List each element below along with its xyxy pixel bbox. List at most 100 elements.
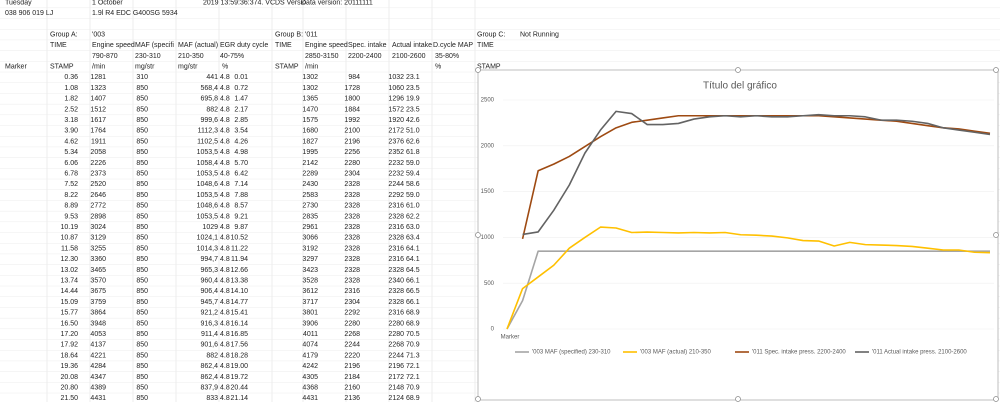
data-cell: 3066 xyxy=(302,235,318,242)
data-cell: 4.8 xyxy=(220,74,230,81)
data-cell: 4.8 xyxy=(220,352,230,359)
y-tick-label: 0 xyxy=(491,327,495,333)
data-cell: 2328 xyxy=(344,245,360,252)
data-cell: 4137 xyxy=(90,342,106,349)
data-cell: 2328 xyxy=(344,181,360,188)
data-cell: 4.8 xyxy=(220,245,230,252)
data-cell: 4.8 xyxy=(220,160,230,167)
data-cell: 2328 xyxy=(388,267,404,274)
data-cell: 2340 xyxy=(388,278,404,285)
data-cell: 3024 xyxy=(90,224,106,231)
data-cell: 9.21 xyxy=(234,213,248,220)
data-cell: 4.8 xyxy=(220,224,230,231)
data-cell: 850 xyxy=(136,203,148,210)
y-tick-label: 500 xyxy=(484,281,495,287)
data-cell: 13.74 xyxy=(60,278,78,285)
y-tick-label: 2500 xyxy=(481,98,495,104)
data-cell: 850 xyxy=(136,160,148,167)
data-cell: 1.82 xyxy=(64,96,78,103)
data-cell: 15.41 xyxy=(230,310,248,317)
data-cell: 4431 xyxy=(90,395,106,402)
data-cell: 19.36 xyxy=(60,363,78,370)
data-cell: 2244 xyxy=(344,342,360,349)
data-cell: 16.50 xyxy=(60,320,78,327)
data-cell: 2196 xyxy=(344,363,360,370)
header-cell: Spec. intake xyxy=(348,42,387,49)
data-cell: 4.8 xyxy=(220,310,230,317)
data-cell: 1053,5 xyxy=(197,192,219,199)
data-cell: 310 xyxy=(136,74,148,81)
legend-label: '003 MAF (actual) 210-350 xyxy=(640,350,712,356)
data-cell: 4431 xyxy=(302,395,318,402)
data-cell: 2328 xyxy=(344,278,360,285)
data-cell: 1032 xyxy=(388,74,404,81)
data-cell: 14.77 xyxy=(230,299,248,306)
data-cell: 1024,1 xyxy=(197,235,219,242)
data-cell: 2280 xyxy=(344,160,360,167)
data-cell: 2835 xyxy=(302,213,318,220)
data-cell: 4389 xyxy=(90,385,106,392)
data-cell: 2292 xyxy=(344,310,360,317)
data-cell: 2328 xyxy=(388,235,404,242)
data-cell: 2304 xyxy=(344,299,360,306)
data-cell: 20.80 xyxy=(60,385,78,392)
data-cell: 62.2 xyxy=(406,213,420,220)
header-cell: TIME xyxy=(477,42,494,49)
data-cell: 945,7 xyxy=(200,299,218,306)
data-cell: 4.8 xyxy=(220,117,230,124)
data-cell: 984 xyxy=(348,74,360,81)
data-cell: 2244 xyxy=(388,181,404,188)
data-cell: 850 xyxy=(136,352,148,359)
data-cell: 1512 xyxy=(90,106,106,113)
data-cell: 7.14 xyxy=(234,181,248,188)
resize-handle xyxy=(735,67,741,73)
data-cell: 3759 xyxy=(90,299,106,306)
data-cell: 51.0 xyxy=(406,128,420,135)
data-cell: 3.54 xyxy=(234,128,248,135)
data-cell: 0.36 xyxy=(64,74,78,81)
data-cell: 66.1 xyxy=(406,278,420,285)
data-cell: 2136 xyxy=(344,395,360,402)
data-cell: 11.58 xyxy=(61,245,78,252)
data-cell: 2280 xyxy=(344,320,360,327)
data-cell: 1014,3 xyxy=(197,245,219,252)
data-cell: 59.4 xyxy=(406,171,420,178)
data-cell: 850 xyxy=(136,342,148,349)
data-cell: 8.22 xyxy=(64,192,78,199)
data-cell: 4.8 xyxy=(220,85,230,92)
data-cell: 850 xyxy=(136,278,148,285)
data-cell: 4.8 xyxy=(220,203,230,210)
data-cell: 850 xyxy=(136,181,148,188)
data-cell: 1617 xyxy=(90,117,106,124)
data-cell: 1302 xyxy=(302,85,318,92)
data-cell: 1048,6 xyxy=(197,181,219,188)
data-cell: 850 xyxy=(136,299,148,306)
data-cell: 7.88 xyxy=(234,192,248,199)
resize-handle xyxy=(475,232,481,238)
data-cell: 2328 xyxy=(344,235,360,242)
resize-handle xyxy=(993,67,999,73)
info-cell: 2019 13:59:36:374. VCDS Versio xyxy=(203,0,306,6)
data-cell: 2172 xyxy=(388,128,404,135)
data-cell: 3864 xyxy=(90,310,106,317)
data-cell: 21.14 xyxy=(230,395,248,402)
data-cell: 3297 xyxy=(302,256,318,263)
data-cell: 850 xyxy=(136,96,148,103)
data-cell: 4.8 xyxy=(220,363,230,370)
group-cell: '011 xyxy=(305,31,318,38)
group-cell: Group C: xyxy=(477,31,505,38)
data-cell: 68.9 xyxy=(406,395,420,402)
data-cell: 3612 xyxy=(302,288,318,295)
data-cell: 17.92 xyxy=(60,342,78,349)
y-tick-label: 1000 xyxy=(481,235,495,241)
data-cell: 61.8 xyxy=(406,149,420,156)
data-cell: 3675 xyxy=(90,288,106,295)
data-cell: 837,9 xyxy=(200,385,218,392)
data-cell: 850 xyxy=(136,245,148,252)
data-cell: 18.28 xyxy=(230,352,248,359)
data-cell: 2196 xyxy=(344,138,360,145)
data-cell: 2316 xyxy=(388,224,404,231)
data-cell: 4368 xyxy=(302,385,318,392)
unit-cell: STAMP xyxy=(275,64,299,71)
data-cell: 1302 xyxy=(302,74,318,81)
